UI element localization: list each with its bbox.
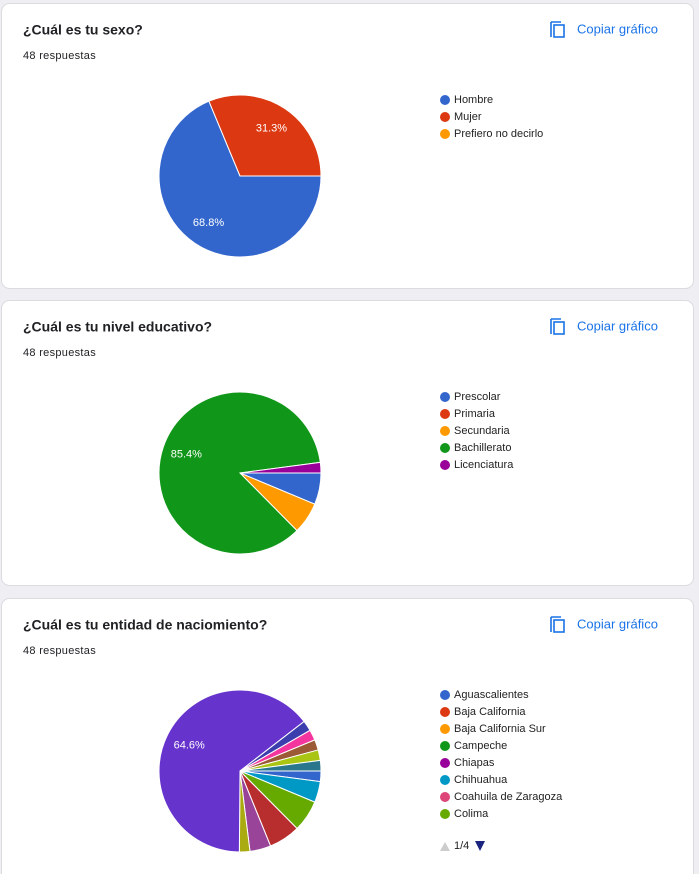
legend-label: Licenciatura [454, 459, 514, 471]
slice-label: 64.6% [174, 740, 205, 752]
pie-slice [239, 759, 322, 772]
card [1, 3, 694, 289]
legend-label: Baja California [454, 706, 526, 718]
slice-label: 85.4% [171, 449, 202, 461]
copy-button[interactable]: Copiar gráfico [550, 616, 658, 633]
legend-swatch [440, 758, 450, 768]
legend-swatch [440, 409, 450, 419]
copy-icon [553, 619, 565, 633]
copy-icon [550, 21, 561, 37]
legend-label: Secundaria [454, 425, 511, 437]
card [1, 300, 694, 586]
legend-label: Prefiero no decirlo [454, 128, 543, 140]
response-count: 48 respuestas [23, 347, 96, 359]
card-title: ¿Cuál es tu sexo? [23, 22, 143, 38]
legend-label: Baja California Sur [454, 723, 546, 735]
legend-swatch [440, 112, 450, 122]
copy-icon [550, 318, 561, 334]
copy-icon [550, 616, 561, 632]
legend-label: Coahuila de Zaragoza [454, 791, 563, 803]
legend-swatch [440, 392, 450, 402]
legend-label: Primaria [454, 408, 496, 420]
card [1, 598, 694, 874]
legend-swatch [440, 95, 450, 105]
legend-label: Mujer [454, 111, 482, 123]
legend-label: Chihuahua [454, 774, 508, 786]
pie-slice [208, 94, 322, 177]
legend-swatch [440, 460, 450, 470]
legend-page: 1/4 [454, 840, 469, 852]
legend-swatch [440, 724, 450, 734]
legend-next[interactable] [475, 841, 485, 851]
legend-label: Chiapas [454, 757, 495, 769]
legend-swatch [440, 792, 450, 802]
copy-label[interactable]: Copiar gráfico [577, 616, 658, 631]
legend-swatch [440, 426, 450, 436]
legend-label: Campeche [454, 740, 507, 752]
legend-swatch [440, 775, 450, 785]
pie-slice [158, 391, 321, 555]
legend-label: Colima [454, 808, 489, 820]
legend-prev[interactable] [440, 842, 450, 851]
copy-button[interactable]: Copiar gráfico [550, 318, 658, 335]
slice-label: 68.8% [193, 217, 224, 229]
legend-label: Hombre [454, 94, 493, 106]
response-count: 48 respuestas [23, 645, 96, 657]
legend-swatch [440, 741, 450, 751]
legend-swatch [440, 690, 450, 700]
copy-label[interactable]: Copiar gráfico [577, 318, 658, 333]
response-count: 48 respuestas [23, 50, 96, 62]
card-title: ¿Cuál es tu nivel educativo? [23, 319, 212, 335]
copy-icon [553, 24, 565, 38]
legend-swatch [440, 129, 450, 139]
pie-slice [158, 100, 322, 258]
legend-label: Bachillerato [454, 442, 511, 454]
legend-swatch [440, 809, 450, 819]
pie-slice [158, 689, 305, 853]
legend-label: Prescolar [454, 391, 501, 403]
pie-slice [239, 461, 322, 474]
slice-label: 31.3% [256, 123, 287, 135]
legend-label: Aguascalientes [454, 689, 529, 701]
legend-swatch [440, 443, 450, 453]
copy-icon [553, 321, 565, 335]
copy-button[interactable]: Copiar gráfico [550, 21, 658, 38]
legend-swatch [440, 707, 450, 717]
card-title: ¿Cuál es tu entidad de naciomiento? [23, 617, 267, 633]
copy-label[interactable]: Copiar gráfico [577, 21, 658, 36]
